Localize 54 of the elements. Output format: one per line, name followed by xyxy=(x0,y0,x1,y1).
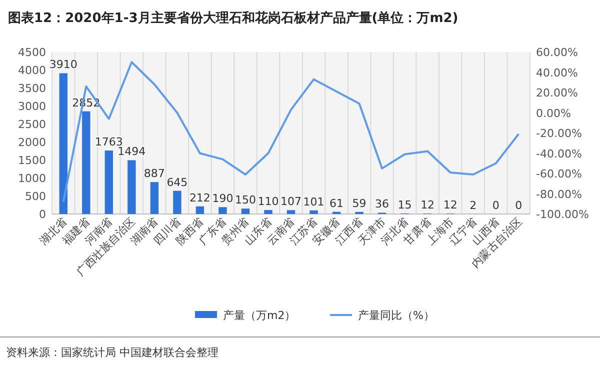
y2-tick-label: -80.00% xyxy=(536,188,582,201)
y-tick-label: 4500 xyxy=(18,46,46,59)
y2-tick-label: 40.00% xyxy=(536,66,578,80)
data-label: 12 xyxy=(420,198,435,212)
chart-title: 图表12：2020年1-3月主要省份大理石和花岗石板材产品产量(单位：万m2) xyxy=(8,10,458,26)
y2-tick-label: -40.00% xyxy=(536,147,582,160)
y-tick-label: 3500 xyxy=(18,82,46,95)
bar xyxy=(241,208,250,214)
data-label: 101 xyxy=(303,195,324,208)
y-tick-label: 2000 xyxy=(18,136,46,149)
bar xyxy=(196,206,204,214)
y-tick-label: 3000 xyxy=(18,100,46,113)
data-label: 887 xyxy=(144,167,165,180)
data-label: 59 xyxy=(352,196,366,210)
bar xyxy=(59,73,68,214)
y-tick-label: 500 xyxy=(25,190,46,203)
bar xyxy=(264,210,272,214)
text: 资料来源：国家统计局 中国建材联合会整理 xyxy=(6,346,218,359)
bar xyxy=(82,111,90,214)
y2-tick-label: 20.00% xyxy=(536,86,578,100)
y-tick-label: 0 xyxy=(39,208,46,221)
y2-tick-label: 0.00% xyxy=(536,106,571,120)
y-tick-label: 1000 xyxy=(18,172,46,185)
data-label: 12 xyxy=(443,198,458,212)
data-label: 1494 xyxy=(118,145,146,158)
y-tick-label: 1500 xyxy=(18,154,46,167)
bar xyxy=(128,160,136,214)
y2-tick-label: -60.00% xyxy=(536,168,582,180)
y-tick-label: 2500 xyxy=(18,118,46,131)
data-label: 212 xyxy=(189,191,210,204)
bar xyxy=(218,207,227,214)
y2-tick-label: 60.00% xyxy=(536,46,578,59)
data-label: 36 xyxy=(375,198,390,211)
data-label: 3910 xyxy=(49,58,78,72)
legend-label: 产量同比（%） xyxy=(358,309,434,322)
data-label: 0 xyxy=(492,199,500,212)
bar xyxy=(150,182,159,214)
data-label: 0 xyxy=(515,199,522,212)
legend-label: 产量（万m2） xyxy=(223,309,296,322)
bar xyxy=(310,210,318,214)
data-label: 150 xyxy=(234,194,256,207)
data-label: 15 xyxy=(398,198,412,212)
bar xyxy=(104,150,113,214)
data-label: 2 xyxy=(470,198,477,212)
data-label: 107 xyxy=(280,195,302,208)
bar xyxy=(173,190,182,214)
data-label: 110 xyxy=(258,195,279,208)
data-label: 190 xyxy=(212,192,234,206)
y2-tick-label: -100.00% xyxy=(536,208,589,221)
data-label: 61 xyxy=(330,196,344,210)
data-label: 645 xyxy=(166,176,188,189)
y-tick-label: 4000 xyxy=(18,64,46,77)
bar xyxy=(286,210,296,214)
y2-tick-label: -20.00% xyxy=(536,127,582,140)
